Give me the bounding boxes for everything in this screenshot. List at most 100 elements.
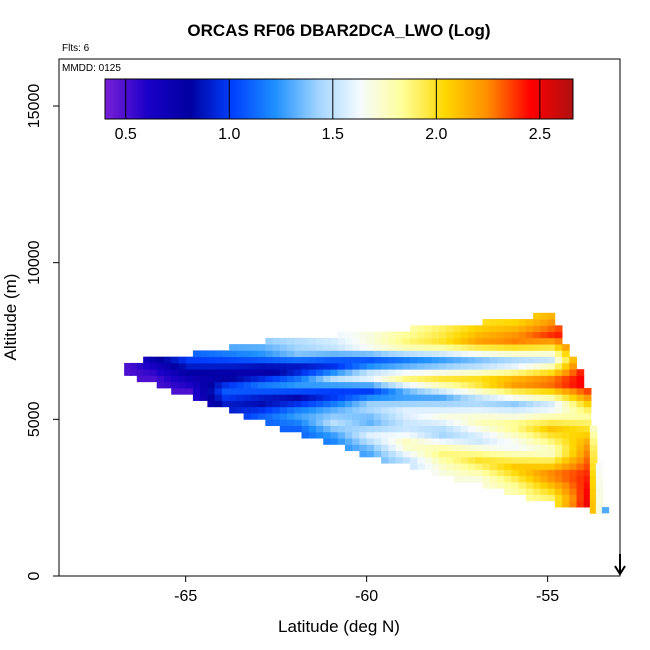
heatmap-cell: [511, 419, 520, 426]
heatmap-cell: [439, 450, 447, 458]
heatmap-cell: [315, 419, 324, 426]
heatmap-cell: [359, 375, 368, 383]
heatmap-cell: [562, 456, 570, 464]
heatmap-cell: [388, 413, 396, 420]
heatmap-cell: [439, 344, 447, 351]
heatmap-cell: [236, 362, 244, 370]
heatmap-cell: [315, 362, 324, 370]
heatmap-cell: [583, 438, 592, 445]
heatmap-cell: [381, 388, 389, 395]
heatmap-cell: [156, 375, 165, 383]
heatmap-cell: [554, 469, 563, 477]
heatmap-cell: [554, 350, 563, 358]
heatmap-cell: [136, 362, 145, 370]
heatmap-cell: [410, 463, 418, 470]
heatmap-cell: [272, 375, 281, 383]
heatmap-cell: [221, 369, 230, 376]
heatmap-cell: [308, 344, 317, 351]
heatmap-cell: [475, 431, 483, 439]
heatmap-cell: [294, 344, 302, 351]
heatmap-cell: [178, 369, 187, 376]
heatmap-cell: [496, 350, 505, 358]
heatmap-cell: [547, 438, 556, 445]
heatmap-cell: [533, 312, 541, 320]
heatmap-cell: [489, 369, 498, 376]
heatmap-cell: [533, 425, 541, 433]
heatmap-cell: [525, 482, 534, 489]
heatmap-cell: [576, 444, 585, 452]
heatmap-cell: [402, 337, 411, 345]
heatmap-cell: [504, 450, 512, 458]
heatmap-cell: [417, 344, 425, 351]
heatmap-cell: [287, 356, 295, 364]
heatmap-cell: [576, 456, 585, 464]
heatmap-cell: [547, 362, 556, 370]
heatmap-cell: [315, 344, 324, 351]
colorbar: 0.5 1.0 1.5 2.0 2.5: [104, 78, 574, 143]
heatmap-cell: [595, 494, 604, 502]
heatmap-cell: [366, 425, 375, 433]
heatmap-cell: [475, 375, 483, 383]
heatmap-cell: [439, 419, 447, 426]
heatmap-cell: [395, 369, 404, 376]
heatmap-cell: [171, 369, 179, 376]
heatmap-cell: [410, 356, 418, 364]
heatmap-cell: [388, 431, 396, 439]
heatmap-cell: [489, 331, 498, 339]
heatmap-cell: [258, 381, 266, 389]
heatmap-cell: [315, 375, 324, 383]
heatmap-cell: [402, 413, 411, 420]
heatmap-cell: [540, 331, 549, 339]
heatmap-cell: [533, 362, 541, 370]
heatmap-cell: [482, 394, 491, 401]
heatmap-cell: [482, 469, 491, 477]
heatmap-cell: [533, 350, 541, 358]
heatmap-cell: [402, 362, 411, 370]
heatmap-cell: [504, 419, 512, 426]
heatmap-cell: [315, 388, 324, 395]
heatmap-cell: [569, 475, 577, 483]
heatmap-cell: [323, 438, 331, 445]
heatmap-cell: [344, 431, 353, 439]
heatmap-cell: [366, 413, 375, 420]
heatmap-cell: [533, 337, 541, 345]
heatmap-cell: [192, 388, 201, 395]
heatmap-cell: [424, 438, 433, 445]
heatmap-cell: [475, 350, 483, 358]
heatmap-cell: [496, 388, 505, 395]
heatmap-cell: [547, 450, 556, 458]
heatmap-cell: [381, 419, 389, 426]
heatmap-cell: [576, 394, 585, 401]
heatmap-cell: [518, 413, 527, 420]
heatmap-cell: [402, 350, 411, 358]
heatmap-cell: [424, 463, 433, 470]
heatmap-cell: [381, 438, 389, 445]
heatmap-cell: [185, 362, 194, 370]
heatmap-cell: [439, 406, 447, 414]
heatmap-cell: [511, 469, 520, 477]
heatmap-cell: [511, 450, 520, 458]
heatmap-cell: [359, 381, 368, 389]
heatmap-cell: [533, 406, 541, 414]
heatmap-cell: [547, 494, 556, 502]
heatmap-cell: [533, 375, 541, 383]
heatmap-cell: [330, 344, 339, 351]
heatmap-cell: [337, 375, 346, 383]
heatmap-cell: [583, 444, 592, 452]
heatmap-cell: [388, 419, 396, 426]
heatmap-cell: [496, 362, 505, 370]
heatmap-cell: [554, 431, 563, 439]
heatmap-cell: [540, 419, 549, 426]
heatmap-cell: [489, 337, 498, 345]
y-tick-label: 10000: [26, 240, 43, 285]
heatmap-cell: [301, 394, 310, 401]
heatmap-cell: [518, 388, 527, 395]
heatmap-cell: [569, 369, 577, 376]
heatmap-cell: [200, 375, 208, 383]
heatmap-cell: [410, 375, 418, 383]
heatmap-cell: [373, 400, 382, 408]
heatmap-cell: [294, 419, 302, 426]
heatmap-cell: [250, 400, 259, 408]
heatmap-cell: [171, 375, 179, 383]
heatmap-cell: [395, 388, 404, 395]
